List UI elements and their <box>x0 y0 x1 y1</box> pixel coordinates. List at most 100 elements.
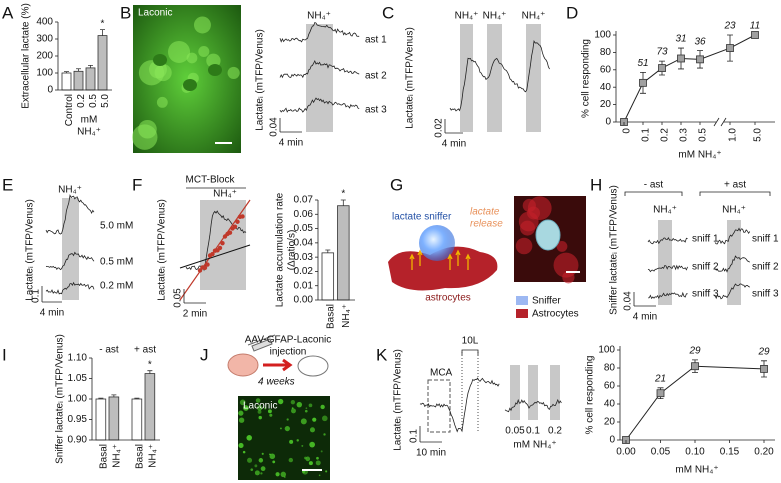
stimulus-label: NH₄⁺ <box>455 11 479 22</box>
x-tick-label: NH₄⁺ <box>341 304 352 328</box>
astro-process <box>562 271 575 284</box>
legend-label: Sniffer <box>532 296 561 307</box>
cell <box>132 124 158 150</box>
scale-label-x: 10 min <box>416 448 446 459</box>
speckle <box>316 456 319 460</box>
protocol-label: AAV-GFAP-Laconic <box>245 335 332 346</box>
scale-label-y: 0.02 <box>434 118 445 138</box>
speckle <box>318 474 321 477</box>
group-label: - ast <box>99 345 119 356</box>
y-tick-label: 0.00 <box>294 295 314 306</box>
n-label: 29 <box>688 346 701 357</box>
speckle <box>300 418 307 425</box>
speckle <box>238 442 244 449</box>
x-tick-label: 0 <box>622 128 633 134</box>
x-tick-label: 0.15 <box>720 447 740 458</box>
scale-label-y: 0.1 <box>31 289 42 303</box>
stimulus-label: 0.2 <box>548 426 562 437</box>
panel-letter: I <box>2 345 7 364</box>
scale-label-y: 0.1 <box>409 429 420 443</box>
bar <box>73 70 84 91</box>
stimulus-label: NH₄⁺ <box>213 189 237 200</box>
x-tick-label: Control <box>64 94 75 126</box>
panel-letter: G <box>390 175 403 194</box>
sample <box>227 230 233 235</box>
sample <box>210 251 215 257</box>
x-tick-label: NH₄⁺ <box>148 444 159 468</box>
x-tick-label: Basal <box>135 444 146 469</box>
sniffer-image <box>535 219 561 251</box>
y-tick-label: 60 <box>604 381 616 392</box>
x-tick-label: 0.3 <box>679 128 690 142</box>
speckle <box>258 415 262 420</box>
image-label: Laconic <box>243 401 277 412</box>
stimulus-label: NH₄⁺ <box>522 11 546 22</box>
release-arrow <box>409 253 415 270</box>
x-tick-label: 0.20 <box>754 447 774 458</box>
trace <box>714 255 750 273</box>
y-tick-label: 100 <box>36 68 53 79</box>
y-axis-label: Lactateᵢ (mTFP/Venus) <box>393 349 404 451</box>
speckle <box>308 403 313 408</box>
speckle <box>250 468 254 471</box>
point <box>726 44 734 52</box>
trace-label: sniff 3 <box>752 289 779 300</box>
significance: * <box>341 189 345 200</box>
axis-break <box>720 117 727 127</box>
speckle <box>238 410 244 416</box>
speckle <box>263 407 267 410</box>
y-tick-label: 0 <box>605 117 611 128</box>
astro-process <box>556 240 568 252</box>
speckle <box>304 456 307 460</box>
bar <box>95 398 107 441</box>
x-tick-label: 1.0 <box>728 128 739 142</box>
scale-label-x: 4 min <box>279 138 303 149</box>
trace <box>714 227 751 245</box>
point <box>691 362 699 371</box>
fit-line <box>179 244 251 269</box>
point <box>760 364 768 373</box>
bar <box>131 398 143 441</box>
speckle <box>308 461 313 466</box>
y-tick-label: 40 <box>604 399 616 410</box>
n-label: 11 <box>750 21 760 32</box>
speckle <box>284 425 290 432</box>
speckle <box>315 460 321 466</box>
point <box>677 54 685 63</box>
x-tick-label: 5.0 <box>753 128 764 142</box>
bar <box>85 67 96 91</box>
y-tick-label: 60 <box>600 64 612 75</box>
astrocytes <box>388 246 498 291</box>
y-tick-label: 1.00 <box>68 394 88 405</box>
trace-label: 0.2 mM <box>100 281 133 292</box>
speckle <box>312 417 317 422</box>
diagram-label: release <box>470 219 503 230</box>
panel-letter: J <box>200 345 209 364</box>
y-tick-label: 40 <box>600 82 612 93</box>
rat <box>227 353 259 377</box>
speckle <box>296 401 303 408</box>
x-tick-label: 0.2 <box>76 94 87 108</box>
n-label: 51 <box>637 58 648 69</box>
group-label: + ast <box>134 345 156 356</box>
speckle <box>269 453 276 460</box>
trace-label: sniff 2 <box>692 262 719 273</box>
speckle <box>261 452 264 455</box>
sample <box>202 265 208 270</box>
error-bar <box>340 199 346 206</box>
trace <box>419 377 500 433</box>
stimulus-box <box>510 365 520 420</box>
protocol-label: injection <box>270 347 307 358</box>
y-axis-label: Sniffer lactateᵢ (mTFP/Venus) <box>609 185 620 315</box>
speckle <box>260 472 263 475</box>
speckle <box>290 400 296 405</box>
stimulus-label: NH₄⁺ <box>307 11 331 22</box>
trace-label: sniff 1 <box>692 234 719 245</box>
x-tick-label: Basal <box>99 444 110 469</box>
astro-process <box>522 198 536 213</box>
diagram-label: lactate sniffer <box>392 212 452 223</box>
sample <box>205 262 210 267</box>
panel-letter: D <box>566 3 578 22</box>
speckle <box>256 405 263 411</box>
speckle <box>321 415 328 422</box>
